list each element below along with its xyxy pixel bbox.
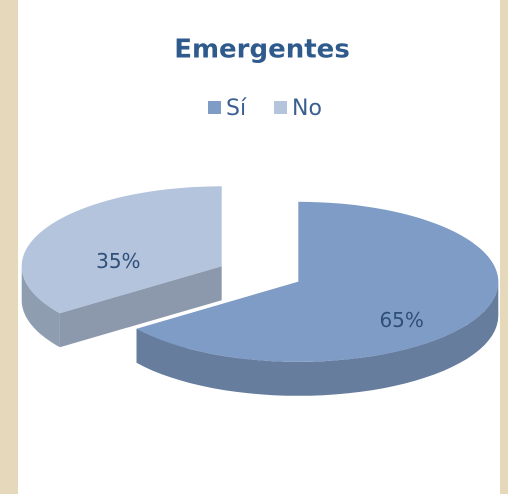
chart-title: Emergentes	[174, 35, 350, 65]
slice-side	[59, 266, 222, 348]
legend-label: Sí	[226, 96, 247, 121]
legend-swatch	[274, 101, 287, 114]
data-label: 35%	[96, 249, 140, 273]
slice	[136, 201, 499, 362]
slice-edge	[136, 281, 499, 396]
legend-label: No	[292, 96, 322, 121]
slice-edge	[21, 266, 60, 348]
legend-swatch	[208, 101, 221, 114]
data-label: 65%	[379, 308, 423, 332]
slice	[21, 186, 222, 314]
